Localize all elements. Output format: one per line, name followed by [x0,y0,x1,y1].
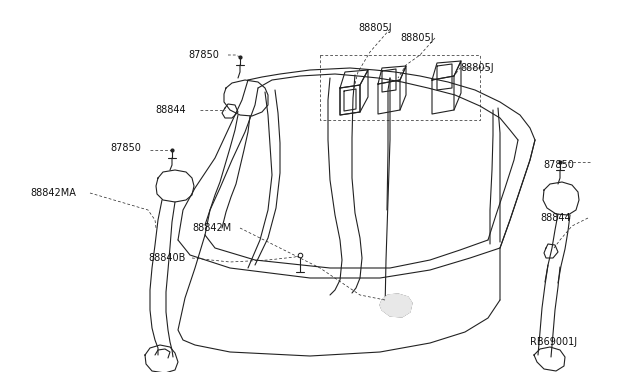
Polygon shape [380,294,412,317]
Text: 88805J: 88805J [400,33,434,43]
Text: 88844: 88844 [155,105,186,115]
Text: 88842MA: 88842MA [30,188,76,198]
Text: 88805J: 88805J [460,63,493,73]
Text: 88840B: 88840B [148,253,186,263]
Text: 87850: 87850 [188,50,219,60]
Text: 87850: 87850 [110,143,141,153]
Text: 87850: 87850 [543,160,574,170]
Text: 88844: 88844 [540,213,571,223]
Text: 88805J: 88805J [358,23,392,33]
Text: RB69001J: RB69001J [530,337,577,347]
Text: 88842M: 88842M [192,223,231,233]
